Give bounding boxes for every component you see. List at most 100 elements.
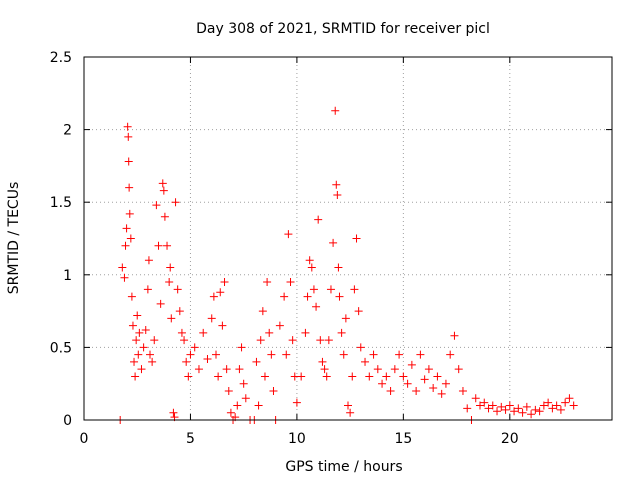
y-tick-label: 2.5	[50, 50, 72, 66]
data-point	[226, 408, 235, 417]
data-point	[288, 336, 297, 345]
data-point	[412, 386, 421, 395]
data-point	[254, 401, 263, 410]
data-point	[303, 292, 312, 301]
chart-title: Day 308 of 2021, SRMTID for receiver pic…	[196, 21, 490, 37]
data-series-srmtid	[116, 106, 578, 424]
data-point	[130, 357, 139, 366]
x-axis-label: GPS time / hours	[285, 459, 402, 475]
data-point	[241, 394, 250, 403]
data-point	[510, 407, 519, 416]
data-point	[348, 372, 357, 381]
data-point	[126, 234, 135, 243]
data-point	[131, 372, 140, 381]
data-point	[267, 350, 276, 359]
data-point	[282, 350, 291, 359]
data-point	[212, 350, 220, 359]
data-point	[139, 343, 148, 352]
data-point	[548, 404, 557, 413]
data-point	[390, 365, 399, 374]
y-axis-label: SRMTID / TECUs	[6, 182, 22, 295]
data-point	[420, 375, 429, 384]
data-point	[160, 212, 169, 221]
data-point	[194, 365, 203, 374]
data-point	[518, 408, 527, 417]
data-point	[124, 157, 133, 166]
data-point	[305, 256, 314, 265]
data-point	[260, 372, 269, 381]
data-point	[527, 410, 536, 419]
data-point	[120, 273, 129, 282]
data-point	[382, 372, 391, 381]
data-point	[184, 372, 193, 381]
data-point	[158, 179, 167, 188]
data-point	[493, 407, 502, 416]
data-point	[148, 357, 157, 366]
data-point	[125, 183, 134, 192]
data-point	[433, 372, 442, 381]
data-point	[354, 307, 363, 316]
data-point	[252, 357, 261, 366]
data-point	[324, 336, 333, 345]
data-point	[314, 215, 323, 224]
data-point	[535, 407, 544, 416]
data-point	[216, 288, 225, 297]
data-point	[471, 394, 480, 403]
data-point	[458, 386, 467, 395]
data-point	[416, 350, 425, 359]
data-point	[407, 360, 416, 369]
data-point	[356, 343, 365, 352]
data-point	[539, 401, 548, 410]
data-point	[322, 372, 331, 381]
data-point	[269, 386, 278, 395]
data-point	[144, 256, 153, 265]
data-point	[173, 285, 182, 294]
data-point	[143, 285, 152, 294]
data-point	[235, 365, 244, 374]
data-point	[369, 350, 378, 359]
data-point	[297, 372, 306, 381]
data-point	[180, 336, 189, 345]
data-point	[218, 321, 227, 330]
data-point	[561, 398, 570, 407]
data-point	[497, 402, 506, 411]
data-point	[329, 238, 338, 247]
data-point	[484, 404, 493, 413]
data-point	[163, 241, 172, 250]
data-point	[350, 285, 359, 294]
data-point	[522, 402, 531, 411]
data-point	[569, 401, 578, 410]
x-tick-label: 10	[288, 431, 306, 447]
data-point	[284, 230, 293, 239]
data-point	[222, 365, 231, 374]
data-point	[177, 328, 186, 337]
data-point	[171, 198, 180, 207]
data-point	[505, 401, 514, 410]
data-point	[395, 350, 404, 359]
data-point	[146, 350, 154, 359]
data-point	[265, 328, 274, 337]
data-point	[488, 401, 497, 410]
data-point	[341, 314, 350, 323]
data-point	[318, 357, 327, 366]
x-tick-label: 0	[80, 431, 89, 447]
data-point	[399, 372, 408, 381]
data-point	[312, 302, 321, 311]
data-point	[137, 365, 146, 374]
data-point	[154, 241, 163, 250]
data-point	[316, 336, 325, 345]
data-point	[476, 401, 484, 410]
data-point	[123, 122, 132, 131]
data-point	[186, 350, 195, 359]
data-point	[121, 241, 130, 250]
data-point	[565, 394, 574, 403]
data-point	[339, 350, 348, 359]
data-point	[159, 186, 168, 195]
data-point	[531, 405, 540, 414]
data-point	[125, 209, 134, 218]
data-point	[134, 350, 143, 359]
y-tick-label: 0.5	[50, 340, 72, 356]
data-point	[337, 328, 346, 337]
data-point	[386, 386, 395, 395]
